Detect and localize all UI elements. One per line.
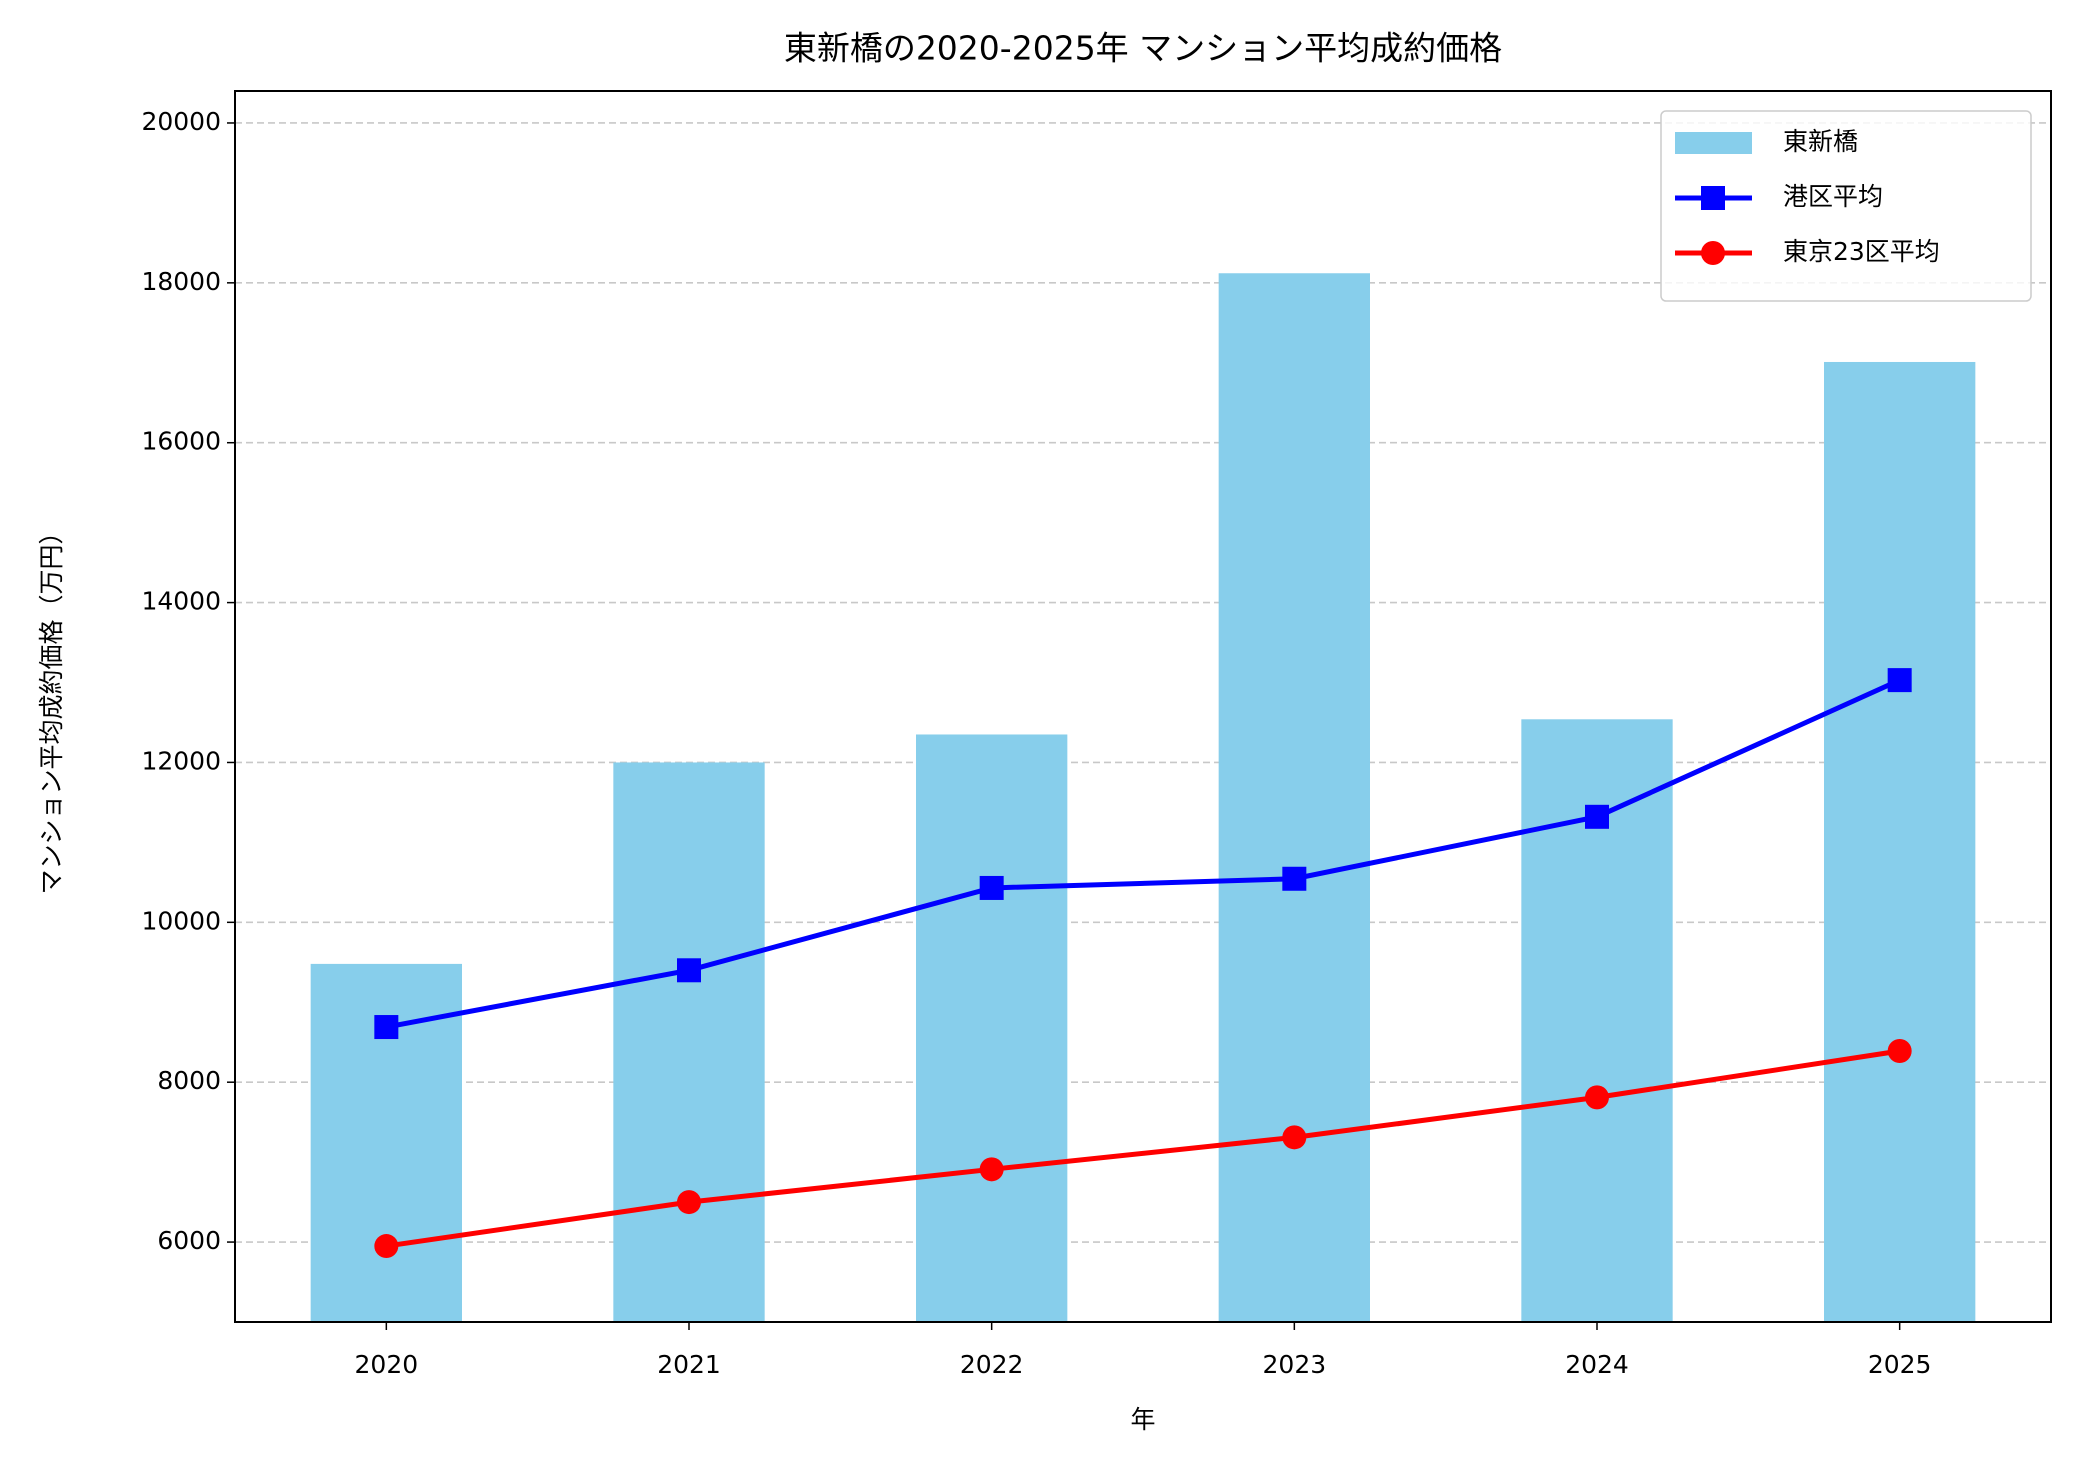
legend-label: 東京23区平均 — [1783, 237, 1940, 266]
x-tick-label: 2022 — [960, 1350, 1024, 1379]
y-tick-label: 12000 — [141, 746, 221, 775]
x-axis-label: 年 — [1130, 1405, 1155, 1434]
y-tick-label: 6000 — [157, 1226, 221, 1255]
x-tick-label: 2020 — [355, 1350, 419, 1379]
legend-marker — [1701, 241, 1725, 265]
y-tick-label: 8000 — [157, 1066, 221, 1095]
y-axis-label: マンション平均成約価格（万円） — [37, 519, 66, 894]
x-tick-label: 2025 — [1868, 1350, 1932, 1379]
x-tick-label: 2024 — [1565, 1350, 1629, 1379]
y-tick-label: 20000 — [141, 107, 221, 136]
bar — [1824, 361, 1976, 1322]
bar — [1218, 273, 1370, 1322]
marker — [1887, 1039, 1912, 1064]
y-tick-label: 14000 — [141, 587, 221, 616]
line — [385, 677, 1901, 1030]
marker — [374, 1015, 399, 1040]
bar — [613, 762, 765, 1322]
marker — [1585, 1085, 1609, 1110]
marker — [1282, 1125, 1307, 1150]
plot-frame — [234, 90, 2052, 1323]
marker — [1585, 804, 1609, 829]
marker — [979, 1157, 1004, 1182]
marker — [1887, 668, 1912, 693]
legend-box — [1660, 110, 2032, 302]
chart-title: 東新橋の2020-2025年 マンション平均成約価格 — [784, 29, 1502, 68]
y-tick-label: 16000 — [141, 427, 221, 456]
y-tick-label: 10000 — [141, 906, 221, 935]
x-tick-label: 2023 — [1263, 1350, 1327, 1379]
legend-marker — [1701, 186, 1725, 210]
marker — [374, 1234, 399, 1259]
legend-swatch — [1675, 132, 1752, 154]
line — [385, 1048, 1901, 1249]
marker — [677, 958, 701, 983]
legend-label: 東新橋 — [1783, 127, 1858, 156]
legend-label: 港区平均 — [1783, 182, 1883, 211]
bar — [916, 734, 1068, 1322]
marker — [677, 1190, 701, 1215]
marker — [1282, 866, 1307, 891]
marker — [979, 875, 1004, 900]
y-tick-label: 18000 — [141, 267, 221, 296]
x-tick-label: 2021 — [657, 1350, 721, 1379]
